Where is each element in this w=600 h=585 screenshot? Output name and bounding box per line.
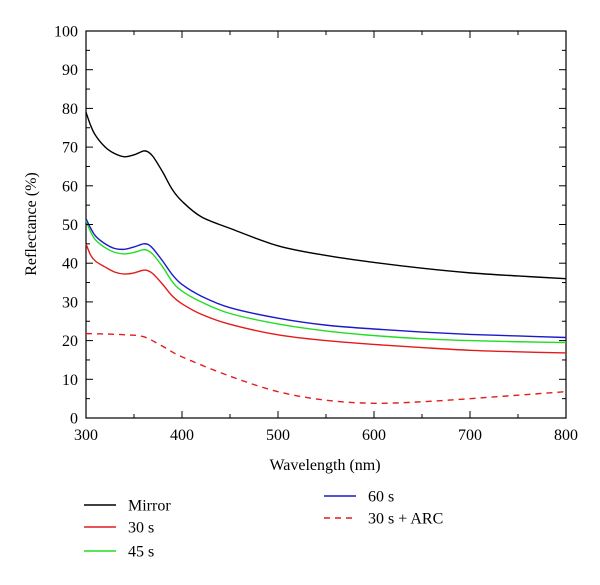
series-line-30-s-arc (85, 332, 567, 405)
plot-frame (85, 30, 567, 419)
series-line-60-s (85, 218, 567, 339)
legend-label-45-s: 45 s (128, 544, 154, 561)
y-tick-label: 70 (62, 140, 78, 157)
x-tick-label: 700 (458, 427, 482, 444)
x-tick-label: 300 (74, 427, 98, 444)
y-tick-label: 20 (62, 333, 78, 350)
series-line-30-s (85, 243, 567, 354)
y-tick-label: 60 (62, 178, 78, 195)
series-line-mirror (85, 112, 567, 280)
y-tick-label: 90 (62, 62, 78, 79)
y-tick-label: 0 (70, 411, 78, 428)
x-tick-label: 400 (170, 427, 194, 444)
plot-area (85, 30, 567, 419)
y-tick-label: 50 (62, 217, 78, 234)
y-tick-label: 40 (62, 256, 78, 273)
x-tick-label: 600 (362, 427, 386, 444)
x-tick-label: 800 (554, 427, 578, 444)
y-tick-label: 30 (62, 294, 78, 311)
y-tick-label: 80 (62, 101, 78, 118)
series-line-45-s (85, 220, 567, 344)
x-tick-label: 500 (266, 427, 290, 444)
y-axis-label: Reflectance (%) (23, 172, 40, 275)
legend-label-30-s-arc: 30 s + ARC (368, 511, 443, 528)
x-axis-label: Wavelength (nm) (269, 457, 380, 474)
legend-label-30-s: 30 s (128, 520, 154, 537)
y-tick-label: 100 (54, 24, 78, 41)
legend: Mirror 30 s 45 s 60 s 30 s + ARC (84, 489, 443, 561)
series-layer (85, 112, 567, 405)
axes-layer: 300 400 500 600 700 800 0 10 20 30 40 50 60 70 80 90 100 (54, 24, 578, 445)
legend-label-mirror: Mirror (128, 498, 171, 515)
y-tick-label: 10 (62, 372, 78, 389)
legend-label-60-s: 60 s (368, 489, 394, 506)
